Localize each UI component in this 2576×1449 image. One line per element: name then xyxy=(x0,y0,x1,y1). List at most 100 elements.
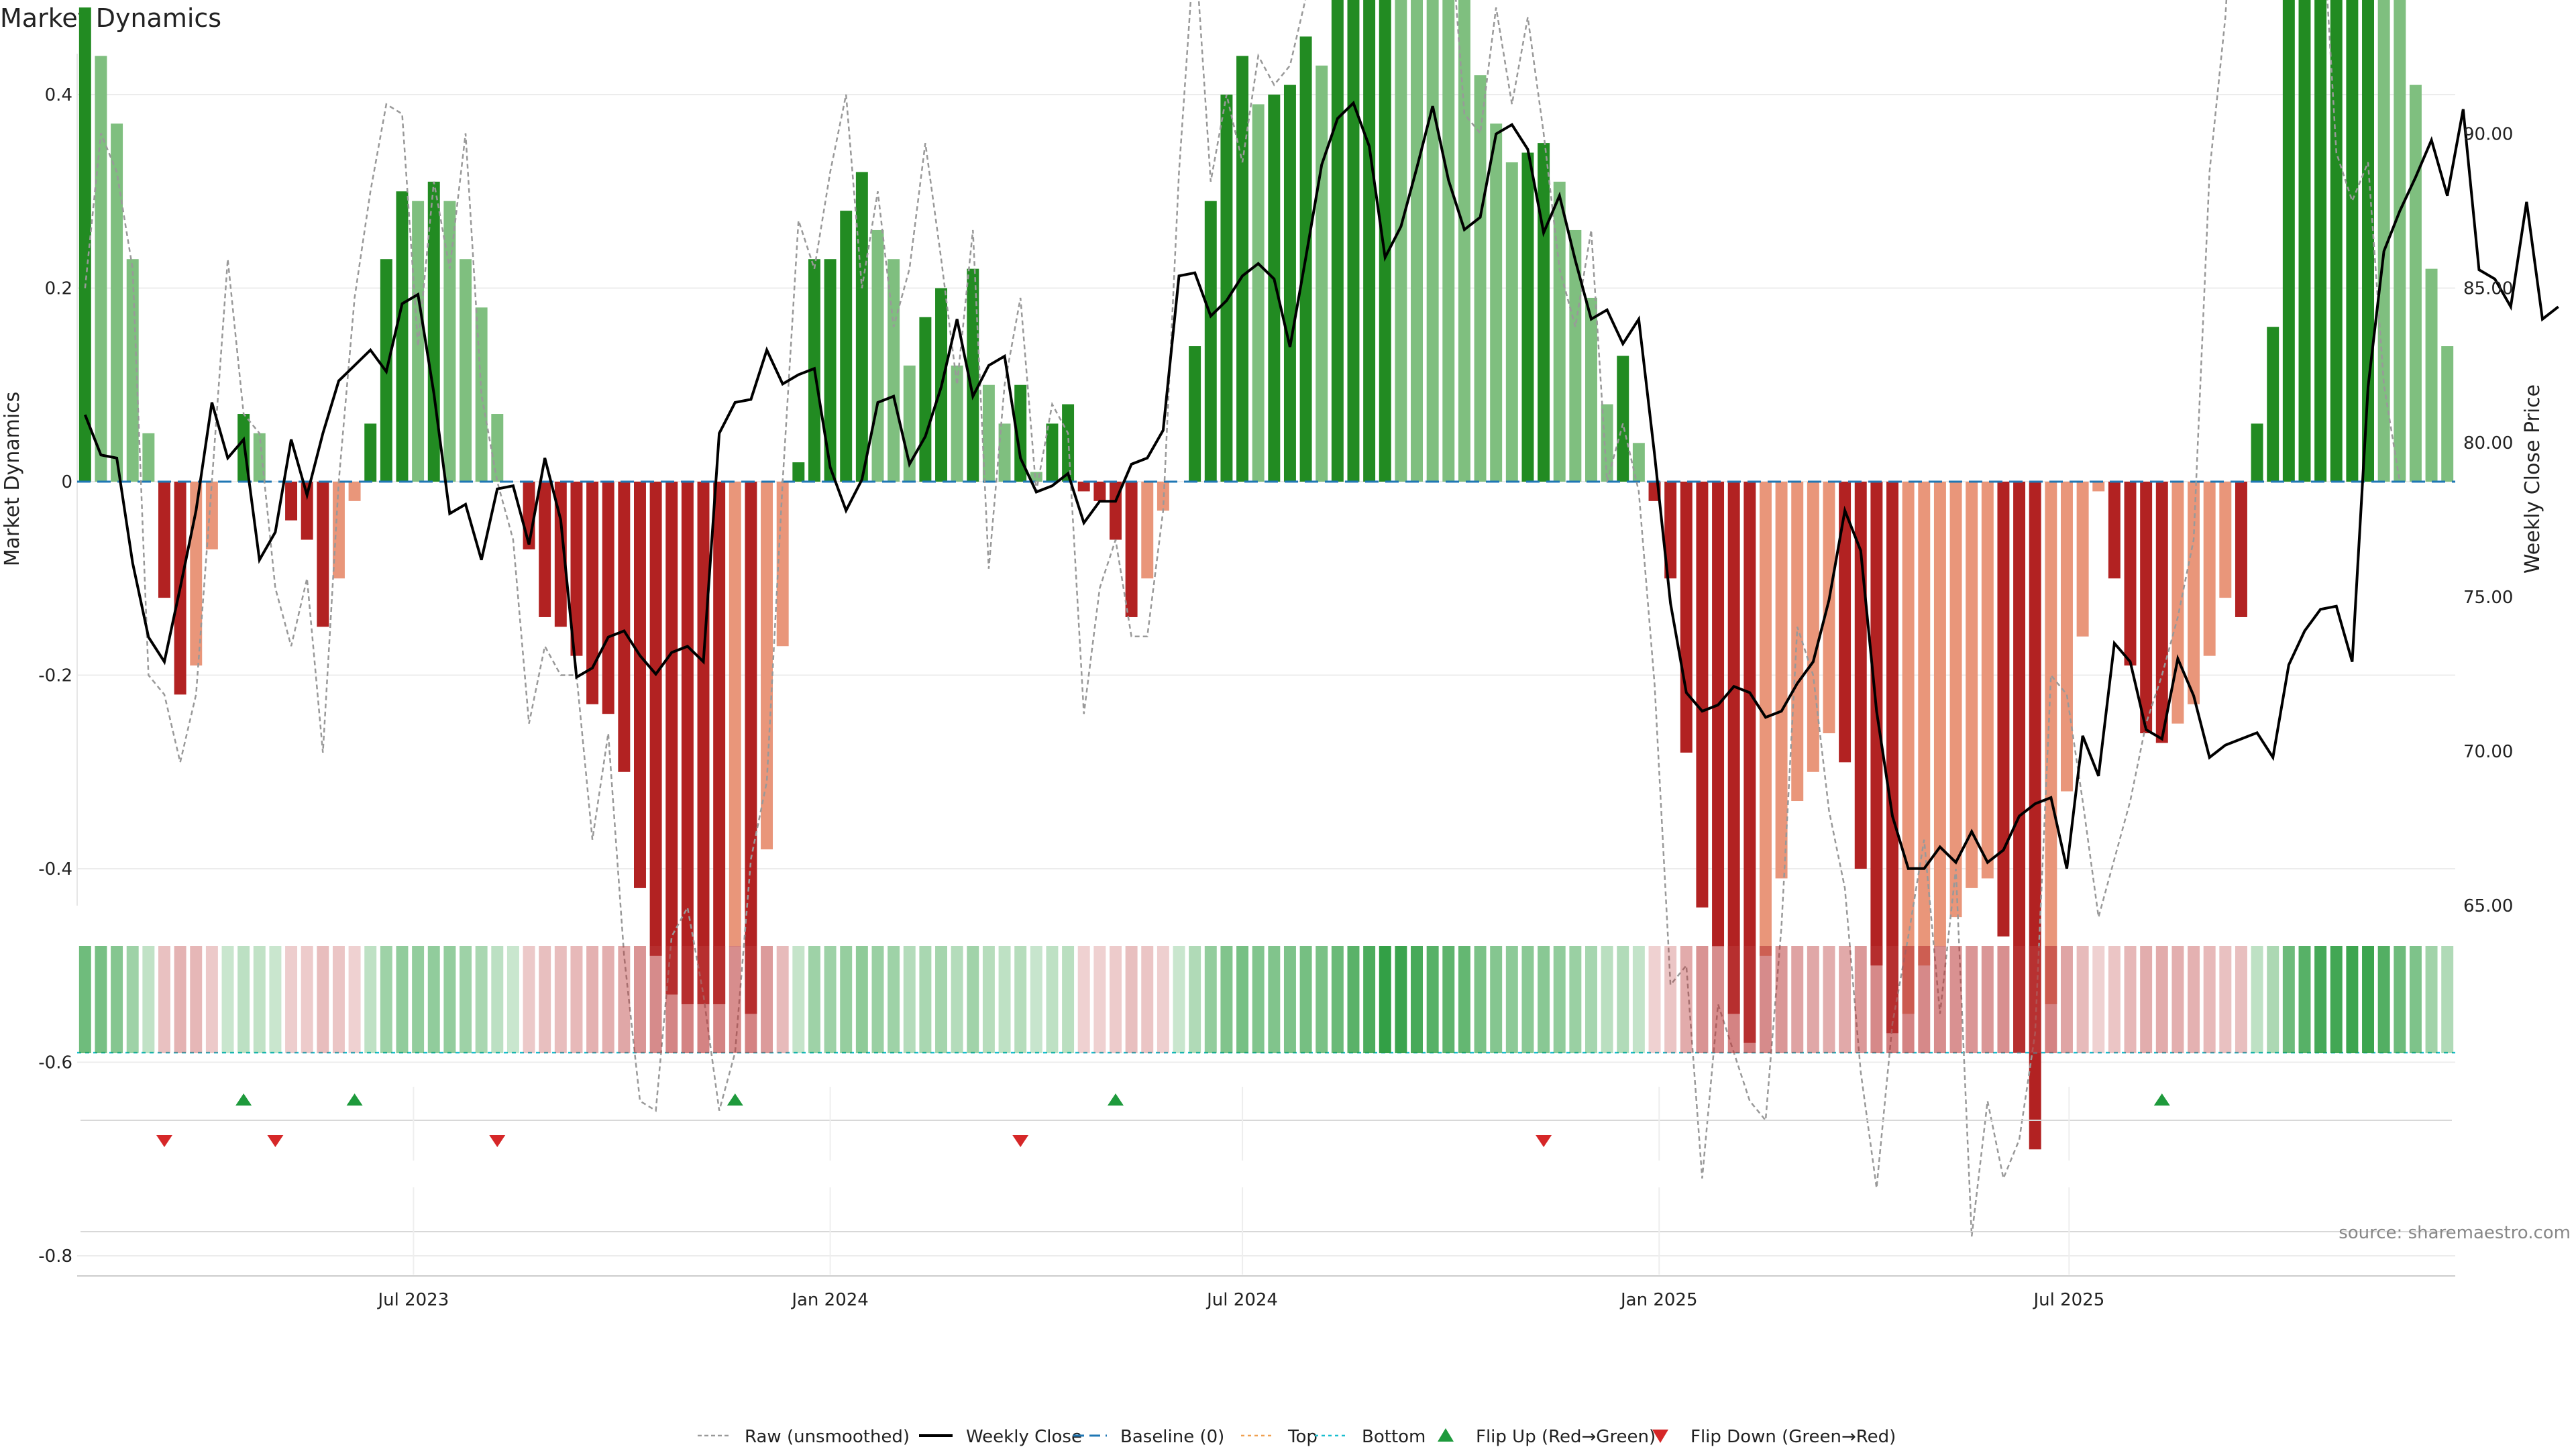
heat-cell-111 xyxy=(1839,946,1851,1053)
heat-cell-27 xyxy=(506,946,519,1053)
legend-swatch-flip-up xyxy=(1438,1428,1454,1442)
bar-138 xyxy=(2267,327,2279,482)
heat-cell-132 xyxy=(2171,946,2184,1053)
right-axis-ticks: 90.00 85.00 80.00 75.00 70.00 65.00 xyxy=(2463,125,2513,916)
bar-129 xyxy=(2124,482,2137,666)
heat-cell-48 xyxy=(840,946,853,1053)
bar-38 xyxy=(681,482,694,1004)
heat-cell-31 xyxy=(570,946,583,1053)
heat-cell-142 xyxy=(2330,946,2343,1053)
heat-cell-44 xyxy=(776,946,789,1053)
bar-143 xyxy=(2346,0,2359,482)
x-tick-label: Jul 2023 xyxy=(376,1290,449,1310)
bar-3 xyxy=(126,259,139,482)
bar-79 xyxy=(1331,0,1344,482)
chart-title: Market Dynamics xyxy=(0,3,221,33)
bar-0 xyxy=(78,7,91,482)
heat-cell-88 xyxy=(1474,946,1487,1053)
bar-43 xyxy=(761,482,773,850)
bar-135 xyxy=(2219,482,2232,598)
right-tick-label: 90.00 xyxy=(2463,125,2513,145)
heat-cell-59 xyxy=(1014,946,1027,1053)
heat-cell-146 xyxy=(2394,946,2406,1053)
bar-63 xyxy=(1077,482,1090,492)
bar-119 xyxy=(1966,482,1978,888)
heat-cell-109 xyxy=(1807,946,1819,1053)
legend-label: Flip Up (Red→Green) xyxy=(1476,1427,1656,1447)
heat-cell-53 xyxy=(919,946,932,1053)
heat-cell-137 xyxy=(2251,946,2263,1053)
bar-24 xyxy=(460,259,472,482)
heat-cell-114 xyxy=(1886,946,1898,1053)
heat-cell-32 xyxy=(586,946,599,1053)
heat-cell-113 xyxy=(1870,946,1883,1053)
heat-cell-106 xyxy=(1759,946,1772,1053)
heat-cell-120 xyxy=(1981,946,1994,1053)
heat-cell-121 xyxy=(1997,946,2010,1053)
bar-67 xyxy=(1141,482,1154,579)
bar-134 xyxy=(2203,482,2216,656)
left-tick-label: 0 xyxy=(61,472,72,492)
bar-44 xyxy=(776,482,789,647)
bar-17 xyxy=(348,482,361,501)
bar-141 xyxy=(2314,0,2327,482)
heat-cell-40 xyxy=(713,946,726,1053)
source-note: source: sharemaestro.com xyxy=(2339,1223,2571,1243)
bar-47 xyxy=(824,259,837,482)
bar-104 xyxy=(1727,482,1740,1014)
heat-cell-55 xyxy=(951,946,963,1053)
heat-cell-128 xyxy=(2108,946,2121,1053)
bar-133 xyxy=(2188,482,2200,704)
dynamics-bars xyxy=(78,0,2454,1150)
bar-139 xyxy=(2282,0,2295,482)
bar-82 xyxy=(1379,0,1391,482)
heat-cell-9 xyxy=(221,946,234,1053)
heat-cell-139 xyxy=(2282,946,2295,1053)
heat-cell-68 xyxy=(1157,946,1169,1053)
bottom-timeline-panel xyxy=(77,1187,2455,1277)
bar-45 xyxy=(792,462,805,482)
bar-13 xyxy=(285,482,298,521)
left-tick-label: -0.2 xyxy=(38,666,72,686)
legend-item-baseline: Baseline (0) xyxy=(1073,1427,1224,1447)
heat-cell-63 xyxy=(1077,946,1090,1053)
heat-cell-4 xyxy=(142,946,155,1053)
bar-18 xyxy=(364,423,377,482)
heat-cell-99 xyxy=(1648,946,1661,1053)
heat-cell-75 xyxy=(1268,946,1281,1053)
bar-26 xyxy=(491,414,504,482)
bar-87 xyxy=(1458,0,1470,482)
bar-118 xyxy=(1949,482,1962,918)
bar-23 xyxy=(443,201,456,482)
right-tick-label: 80.00 xyxy=(2463,433,2513,453)
bar-113 xyxy=(1870,482,1883,966)
bar-97 xyxy=(1617,356,1629,482)
bar-32 xyxy=(586,482,599,704)
heat-cell-41 xyxy=(729,946,741,1053)
bar-126 xyxy=(2076,482,2089,637)
legend-item-close: Weekly Close xyxy=(919,1427,1082,1447)
heat-cell-135 xyxy=(2219,946,2232,1053)
bar-107 xyxy=(1775,482,1788,879)
heat-cell-130 xyxy=(2140,946,2153,1053)
heat-cell-10 xyxy=(237,946,250,1053)
bar-103 xyxy=(1712,482,1725,947)
flip-up-marker xyxy=(2153,1093,2170,1106)
heat-cell-147 xyxy=(2409,946,2422,1053)
bar-142 xyxy=(2330,0,2343,482)
heat-cell-138 xyxy=(2267,946,2279,1053)
legend-label: Top xyxy=(1287,1427,1318,1447)
left-tick-label: -0.8 xyxy=(38,1246,72,1267)
bar-101 xyxy=(1680,482,1693,753)
heat-cell-131 xyxy=(2155,946,2168,1053)
heat-cell-38 xyxy=(681,946,694,1053)
bar-71 xyxy=(1204,201,1217,482)
legend-item-flip_up: Flip Up (Red→Green) xyxy=(1438,1427,1656,1447)
legend-swatch-flip-down xyxy=(1652,1430,1668,1443)
heat-cell-103 xyxy=(1712,946,1725,1053)
bar-146 xyxy=(2394,0,2406,482)
bar-149 xyxy=(2441,346,2454,482)
heat-cell-50 xyxy=(871,946,884,1053)
bar-48 xyxy=(840,211,853,482)
heat-cell-112 xyxy=(1854,946,1867,1053)
